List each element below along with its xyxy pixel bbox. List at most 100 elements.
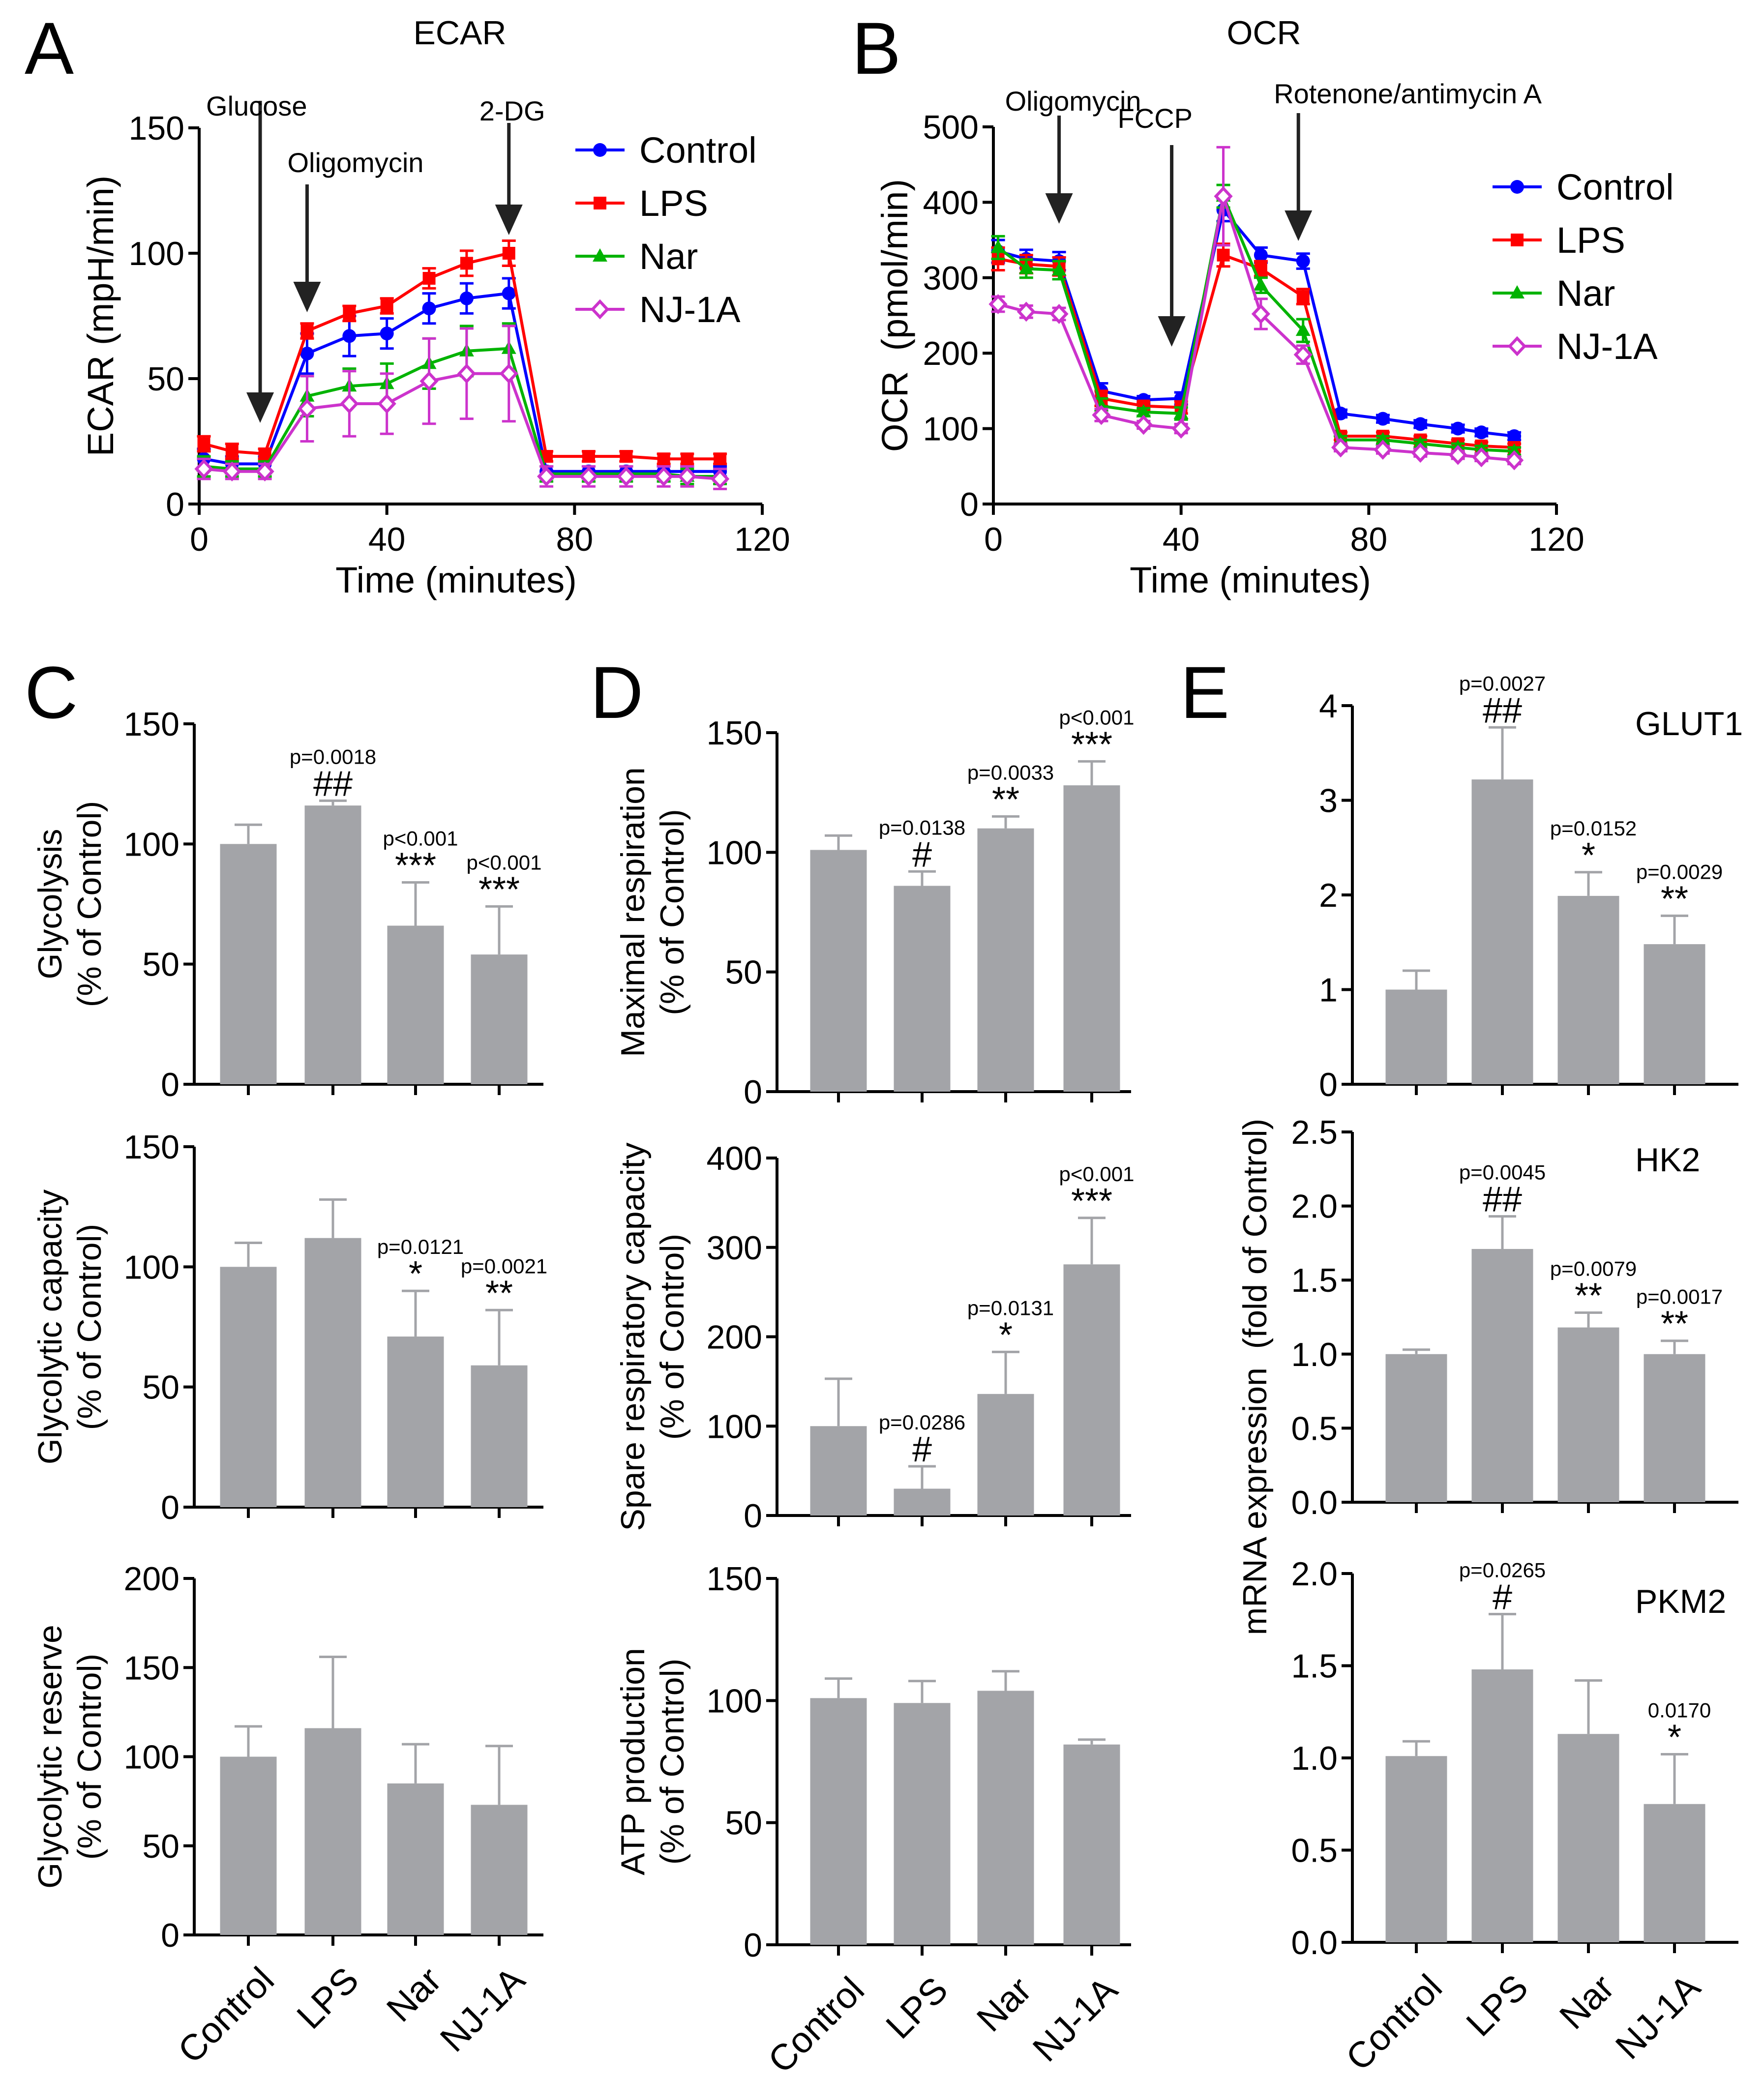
legend-marker-B-Nar: [1510, 285, 1525, 298]
bar-C3-NJ-1A: [471, 1805, 528, 1935]
bar-C1-Nar: [387, 925, 444, 1084]
y-tick-label-E3-1.5: 1.5: [1291, 1648, 1338, 1685]
arrow-head-B-0: [1045, 193, 1073, 224]
pvalue-C2-3: p=0.0021: [461, 1254, 547, 1278]
point-B-Nar-8: [1295, 323, 1311, 336]
series-A-NJ-1A: [194, 325, 730, 490]
bar-D2-NJ-1A: [1063, 1264, 1120, 1515]
point-A-LPS-1: [225, 445, 239, 458]
sig-mark-E1-3: **: [1661, 879, 1688, 919]
y-axis-label-C3: Glycolytic reserve: [31, 1625, 69, 1889]
y-tick-label-B-500: 500: [923, 109, 979, 146]
y-tick-label-D2-0: 0: [744, 1497, 762, 1535]
point-B-Control-8: [1296, 254, 1310, 268]
series-B-NJ-1A: [988, 146, 1524, 471]
y-tick-label-D3-100: 100: [707, 1682, 762, 1720]
x-axis-label-B: Time (minutes): [1130, 560, 1371, 600]
y-tick-label-C2-0: 0: [161, 1489, 179, 1526]
y-tick-label-E1-2: 2: [1319, 877, 1338, 914]
y-axis-label-B: OCR (pmol/min): [874, 179, 915, 452]
legend-marker-A-Nar: [593, 248, 607, 262]
x-tick-label-B-0: 0: [984, 521, 1003, 558]
y-tick-label-D2-200: 200: [707, 1319, 762, 1356]
sig-mark-D2-1: #: [912, 1430, 932, 1469]
point-A-LPS-0: [197, 437, 210, 450]
bar-C1-NJ-1A: [471, 954, 528, 1084]
bar-chart-E2: 0.00.51.01.52.02.5HK2##p=0.0045**p=0.007…: [1291, 1114, 1738, 1521]
point-A-Control-3: [300, 347, 314, 360]
bar-chart-D3: 0 50 100 150 ATP production (% of Control): [614, 1560, 1131, 1964]
y-axis-label-C2: Glycolytic capacity: [31, 1189, 69, 1464]
x-tick-label-B-120: 120: [1528, 521, 1584, 558]
bar-E1-Control: [1385, 989, 1447, 1084]
point-B-LPS-6: [1217, 248, 1230, 262]
arrow-head-A-0: [246, 392, 274, 423]
bar-D3-NJ-1A: [1063, 1744, 1120, 1945]
legend-marker-B-Control: [1510, 180, 1524, 194]
y-axis-label2-D2: (% of Control): [654, 1234, 691, 1440]
y-tick-label-D2-300: 300: [707, 1229, 762, 1267]
y-tick-label-D3-0: 0: [744, 1927, 762, 1964]
series-A-LPS: [197, 239, 727, 466]
point-B-NJ-1A-0: [988, 294, 1008, 314]
legend-marker-B-NJ-1A: [1507, 336, 1527, 357]
y-tick-label-C2-100: 100: [124, 1248, 179, 1286]
y-axis-label2-C1: (% of Control): [71, 801, 108, 1007]
point-B-NJ-1A-4: [1134, 415, 1153, 435]
bar-D3-Control: [810, 1698, 867, 1945]
point-B-Nar-0: [990, 239, 1006, 253]
point-A-NJ-1A-11: [617, 466, 636, 487]
x-axis-label-A: Time (minutes): [335, 560, 577, 600]
bar-C2-Nar: [387, 1337, 444, 1507]
point-A-NJ-1A-12: [654, 466, 673, 487]
point-A-Control-7: [459, 291, 474, 305]
y-tick-label-C1-0: 0: [161, 1066, 179, 1103]
y-tick-label-C2-150: 150: [124, 1129, 179, 1166]
arrow-head-B-2: [1285, 210, 1313, 241]
point-A-NJ-1A-5: [377, 393, 396, 414]
x-tick-label-A-40: 40: [368, 521, 406, 558]
annotation-A-0: Glucose: [206, 90, 307, 121]
panel-letter-b: B: [852, 7, 901, 89]
legend-label-B-LPS: LPS: [1556, 220, 1625, 261]
bar-chart-C3: 0 50 100 150 200 Glycolytic reserve (% of Cont…: [31, 1560, 543, 1954]
bar-C1-LPS: [304, 805, 361, 1084]
sig-mark-D2-3: ***: [1071, 1182, 1112, 1221]
y-axis-label2-D3: (% of Control): [654, 1659, 691, 1865]
y-tick-label-B-100: 100: [923, 411, 979, 448]
pvalue-C1-2: p<0.001: [383, 827, 458, 850]
sig-mark-D1-2: **: [992, 780, 1019, 819]
bar-chart-D1: 0 50 100 150 Maximal respiration (% of Contro…: [614, 706, 1135, 1111]
line-chart-A: 0 50 100 150 0 40 80 120 Time (minutes) ECAR (mpH…: [80, 90, 790, 600]
y-tick-label-E1-3: 3: [1319, 782, 1338, 820]
sig-mark-E1-1: ##: [1483, 691, 1522, 730]
y-tick-label-C3-150: 150: [124, 1649, 179, 1687]
point-B-NJ-1A-10: [1373, 440, 1393, 460]
legend-label-A-LPS: LPS: [639, 183, 708, 224]
legend-label-A-NJ-1A: NJ-1A: [639, 289, 741, 330]
point-B-NJ-1A-13: [1472, 447, 1491, 468]
y-axis-label2-C3: (% of Control): [71, 1654, 108, 1860]
annotation-B-2: Rotenone/antimycin A: [1274, 78, 1542, 109]
panel-letter-e: E: [1180, 651, 1229, 734]
point-A-NJ-1A-10: [579, 466, 598, 487]
point-B-LPS-8: [1296, 290, 1310, 303]
bar-D2-Control: [810, 1426, 867, 1515]
pvalue-E2-3: p=0.0017: [1636, 1285, 1723, 1308]
point-B-Nar-2: [1051, 262, 1067, 276]
bar-D1-LPS: [894, 886, 951, 1092]
pvalue-E1-2: p=0.0152: [1550, 817, 1637, 840]
y-tick-label-A-100: 100: [129, 235, 184, 272]
point-A-NJ-1A-0: [194, 459, 213, 479]
point-A-LPS-7: [460, 257, 473, 270]
bar-E3-LPS: [1471, 1669, 1533, 1942]
y-tick-label-B-400: 400: [923, 184, 979, 221]
sig-mark-C1-2: ***: [395, 846, 436, 886]
bar-D1-Nar: [977, 828, 1034, 1092]
pvalue-E3-3: 0.0170: [1648, 1699, 1711, 1722]
point-A-LPS-12: [657, 452, 670, 466]
sig-mark-E2-3: **: [1661, 1305, 1688, 1344]
legend-label-A-Nar: Nar: [639, 236, 698, 277]
y-tick-label-D3-150: 150: [707, 1560, 762, 1598]
bar-D3-LPS: [894, 1703, 951, 1945]
